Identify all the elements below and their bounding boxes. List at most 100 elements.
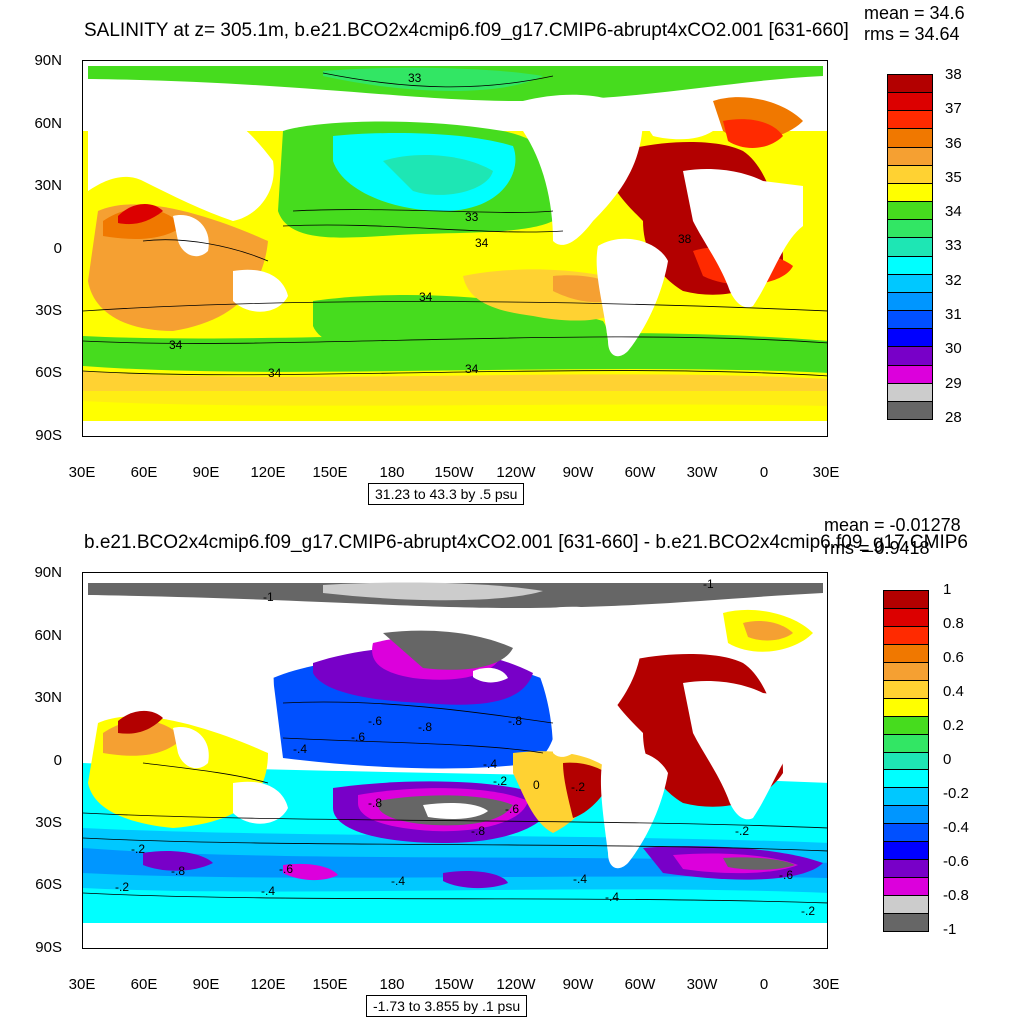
colorbar-swatch: [887, 364, 933, 384]
salinity-panel: SALINITY at z= 305.1m, b.e21.BCO2x4cmip6…: [34, 3, 965, 505]
lon-label: 150E: [312, 464, 348, 481]
contour-label-group: 33 33 34 38 34 34 34 34: [169, 71, 692, 380]
contour-label: -.4: [605, 890, 619, 904]
africa-land: [683, 169, 803, 308]
colorbar-label: 35: [945, 169, 962, 186]
lat-label: 0: [53, 240, 62, 257]
map-frame: -1 -1 -.6 -.8 -.8 -.6 -.4 -.4 -.2 0 -.2 …: [82, 572, 828, 949]
salinity-map: 33 33 34 38 34 34 34 34: [83, 61, 827, 436]
colorbar-label: 31: [945, 306, 962, 323]
panel-title: SALINITY at z= 305.1m, b.e21.BCO2x4cmip6…: [84, 20, 849, 41]
contour-label: -.6: [279, 862, 293, 876]
colorbar-swatch: [887, 382, 933, 402]
lon-label: 120E: [250, 976, 286, 993]
colorbar-swatch: [887, 255, 933, 275]
colorbar-swatch: [883, 733, 929, 753]
contour-label: -.8: [508, 714, 522, 728]
lon-label: 60W: [624, 976, 656, 993]
colorbar-label: 30: [945, 340, 962, 357]
lon-label: 150W: [434, 976, 474, 993]
mean-stat: mean = 34.6: [864, 3, 965, 23]
rms-stat: rms = 0.9418: [824, 538, 930, 558]
colorbar-swatch: [883, 877, 929, 897]
lat-label: 90S: [35, 427, 62, 444]
colorbar-swatch: [887, 146, 933, 166]
colorbar-swatch: [887, 273, 933, 293]
colorbar-label: 0.2: [943, 717, 964, 734]
north-america-land: [523, 94, 643, 245]
lat-label: 30N: [34, 177, 62, 194]
contour-label: -.2: [801, 904, 815, 918]
colorbar-label: -0.6: [943, 853, 969, 870]
colorbar-swatch: [883, 751, 929, 771]
lat-label: 30N: [34, 689, 62, 706]
lon-label: 60W: [624, 464, 656, 481]
contour-label: -.6: [779, 868, 793, 882]
southern-ocean-patch: [143, 851, 213, 871]
lon-label: 180: [379, 464, 405, 481]
antarctica-land: [83, 423, 827, 436]
contour-label: -.4: [391, 874, 405, 888]
colorbar-label: 36: [945, 135, 962, 152]
lon-label: 30E: [68, 464, 96, 481]
colorbar-swatch: [883, 769, 929, 789]
contour-label: -.8: [471, 824, 485, 838]
colorbar-swatch: [883, 859, 929, 879]
lat-label: 90N: [34, 564, 62, 581]
mean-stat: mean = -0.01278: [824, 515, 961, 535]
lon-label: 120W: [496, 976, 536, 993]
map-frame: 33 33 34 38 34 34 34 34: [82, 60, 828, 437]
south-america-land: [596, 238, 668, 357]
colorbar-label: 0: [943, 751, 952, 768]
lon-label: 90E: [192, 464, 220, 481]
lon-label: 30E: [812, 976, 840, 993]
lon-label: 180: [379, 976, 405, 993]
contour-label: 34: [465, 362, 479, 376]
contour-label: 33: [465, 210, 479, 224]
colorbar-swatch: [883, 895, 929, 915]
contour-label: 33: [408, 71, 422, 85]
colorbar-swatch: [887, 201, 933, 221]
lon-label: 90W: [562, 464, 594, 481]
colorbar-swatch: [887, 110, 933, 130]
difference-map: -1 -1 -.6 -.8 -.8 -.6 -.4 -.4 -.2 0 -.2 …: [83, 573, 827, 948]
colorbar-swatch: [883, 697, 929, 717]
contour-label-group: -1 -1 -.6 -.8 -.8 -.6 -.4 -.4 -.2 0 -.2 …: [115, 577, 815, 918]
colorbar-label: -1: [943, 921, 957, 938]
contour-label: -.6: [368, 714, 382, 728]
contour-label: -.2: [571, 780, 585, 794]
lon-label: 60E: [130, 976, 158, 993]
colorbar-label: 32: [945, 272, 962, 289]
red-sea-increase: [118, 710, 163, 734]
australia-land: [233, 269, 288, 312]
contour-label: 34: [169, 338, 183, 352]
contour-label: -.4: [261, 884, 275, 898]
colorbar-swatch: [887, 291, 933, 312]
lon-label: 120W: [496, 464, 536, 481]
lat-label: 90N: [34, 52, 62, 69]
colorbar-swatch: [887, 219, 933, 239]
colorbar-label: 37: [945, 100, 962, 117]
contour-range-box: 31.23 to 43.3 by .5 psu: [368, 483, 525, 505]
colorbar-label: 0.4: [943, 683, 964, 700]
contour-label: -.2: [131, 842, 145, 856]
lat-label: 60N: [34, 115, 62, 132]
contour-label: 34: [419, 290, 433, 304]
lat-label: 60S: [35, 364, 62, 381]
lat-label: 30S: [35, 302, 62, 319]
colorbar-swatch: [887, 164, 933, 184]
eurasia-land: [88, 79, 274, 221]
lat-label: 30S: [35, 814, 62, 831]
lon-label: 30W: [686, 464, 718, 481]
contour-label: -.4: [573, 872, 587, 886]
contour-label: -1: [263, 590, 274, 604]
colorbar-swatch: [883, 679, 929, 699]
lon-label: 30W: [686, 976, 718, 993]
colorbar-swatch: [887, 346, 933, 366]
colorbar-swatch: [883, 715, 929, 735]
north-pacific-core: [383, 155, 493, 195]
lon-label: 0: [759, 976, 769, 993]
colorbar: 1 0.8 0.6 0.4 0.2 0 -0.2 -0.4 -0.6 -0.8 …: [883, 581, 969, 938]
colorbar-label: -0.4: [943, 819, 969, 836]
colorbar-swatch: [883, 590, 929, 609]
